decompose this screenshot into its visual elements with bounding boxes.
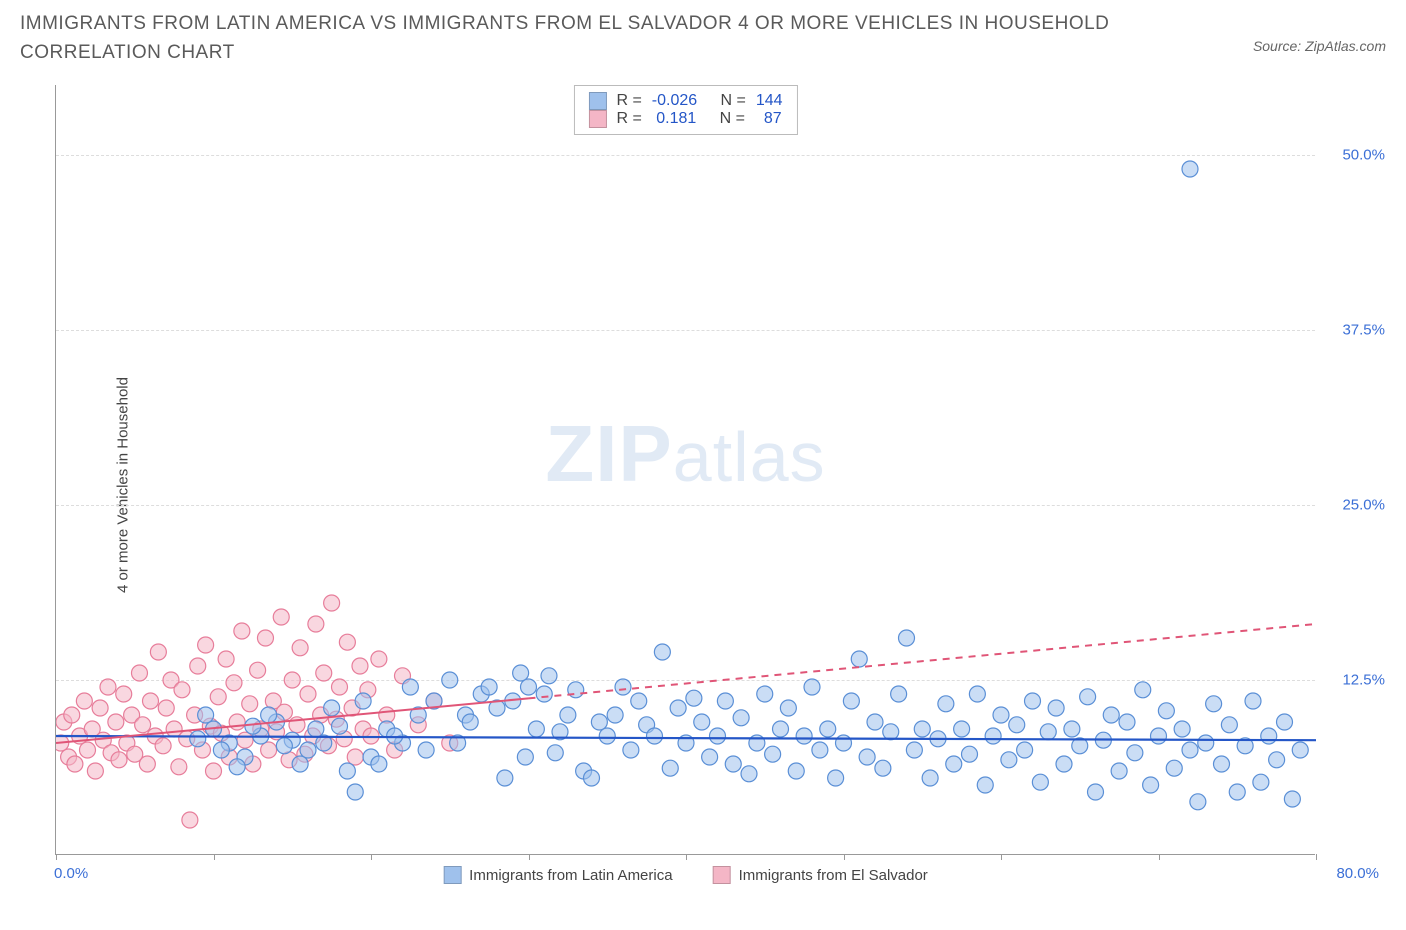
legend-item: Immigrants from Latin America bbox=[443, 866, 672, 884]
stats-box: R =-0.026 N =144R = 0.181 N = 87 bbox=[573, 85, 797, 135]
stats-r-value: 0.181 bbox=[652, 110, 696, 128]
stats-row: R = -0.026 N = 144 bbox=[588, 92, 782, 110]
source-label: Source: ZipAtlas.com bbox=[1253, 38, 1386, 54]
x-axis-label-min: 0.0% bbox=[54, 865, 88, 882]
stats-label: N = bbox=[707, 92, 746, 110]
y-tick-label: 37.5% bbox=[1342, 322, 1385, 339]
bottom-legend: Immigrants from Latin America Immigrants … bbox=[443, 866, 928, 884]
y-tick-label: 25.0% bbox=[1342, 497, 1385, 514]
legend-label: Immigrants from Latin America bbox=[469, 867, 672, 884]
stats-swatch bbox=[588, 110, 606, 128]
legend-item: Immigrants from El Salvador bbox=[713, 866, 928, 884]
stats-label: R = bbox=[616, 92, 641, 110]
x-axis-label-max: 80.0% bbox=[1336, 865, 1379, 882]
legend-swatch bbox=[443, 866, 461, 884]
stats-label: N = bbox=[706, 110, 745, 128]
stats-n-value: 144 bbox=[756, 92, 783, 110]
legend-label: Immigrants from El Salvador bbox=[739, 867, 928, 884]
stats-swatch bbox=[588, 92, 606, 110]
trend-line bbox=[56, 736, 1316, 740]
chart-title: IMMIGRANTS FROM LATIN AMERICA VS IMMIGRA… bbox=[20, 10, 1120, 67]
plot-area: ZIPatlas R =-0.026 N =144R = 0.181 N = 8… bbox=[55, 85, 1315, 855]
plot-wrap: 4 or more Vehicles in Household ZIPatlas… bbox=[55, 85, 1385, 885]
stats-r-value: -0.026 bbox=[652, 92, 697, 110]
trend-line bbox=[529, 624, 1317, 698]
x-tick bbox=[1316, 854, 1317, 860]
legend-swatch bbox=[713, 866, 731, 884]
stats-label: R = bbox=[616, 110, 641, 128]
stats-n-value: 87 bbox=[755, 110, 782, 128]
trend-lines bbox=[56, 85, 1316, 855]
y-tick-label: 50.0% bbox=[1342, 147, 1385, 164]
stats-row: R = 0.181 N = 87 bbox=[588, 110, 782, 128]
y-tick-label: 12.5% bbox=[1342, 672, 1385, 689]
